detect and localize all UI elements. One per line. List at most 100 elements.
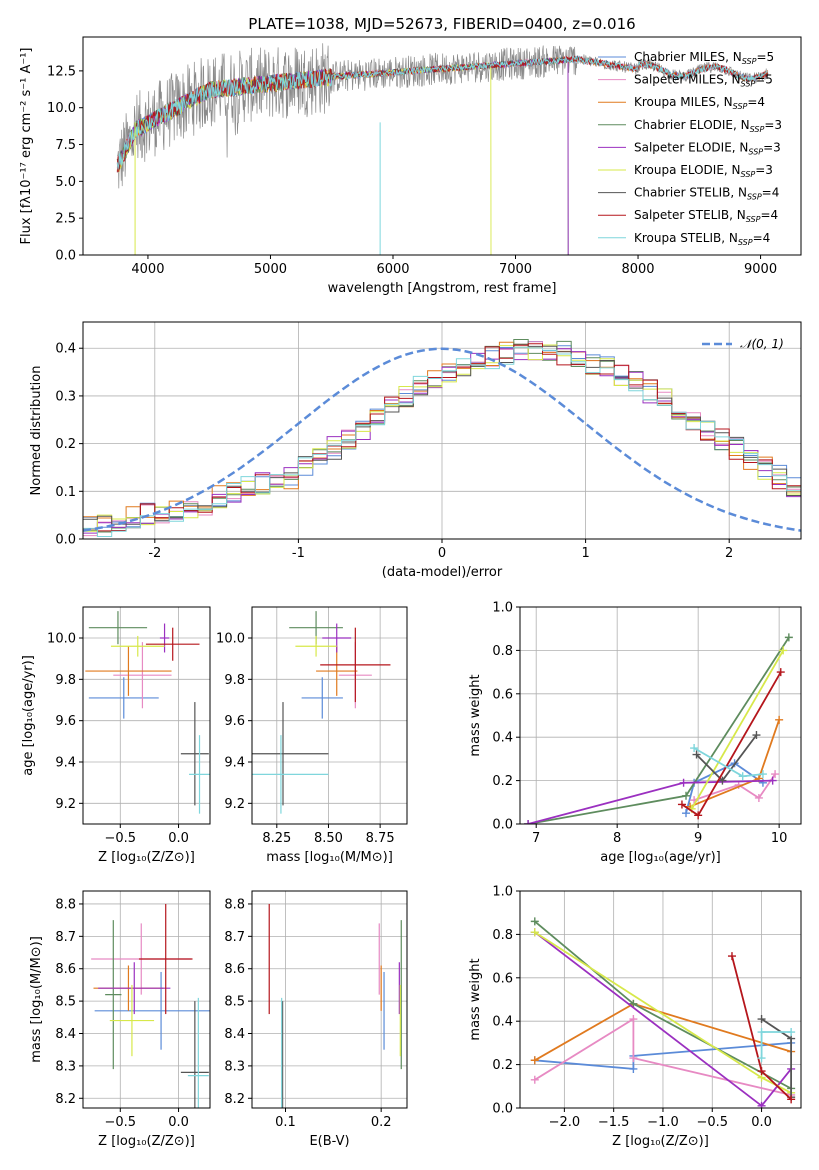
y-tick-label: 0.2 [55,437,76,452]
y-tick-label: 8.7 [224,930,245,945]
x-axis-label: Z [log₁₀(Z/Z⊙)] [98,1134,195,1149]
panel-weight_vs_Z: −2.0 −1.5 −1.0 −0.5 0.0 0.0 0.2 0.4 0.6 0.8 1.0 Z [… [468,885,802,1149]
legend-label: Salpeter STELIB, NSSP=4 [634,208,778,224]
y-tick-label: 8.3 [55,1059,76,1074]
observed-spectrum [117,43,769,189]
x-axis-label: Z [log₁₀(Z/Z⊙)] [98,850,195,865]
weight-marker [677,800,686,809]
legend-label: Kroupa ELODIE, NSSP=3 [634,163,773,179]
axes-frame [251,890,408,1109]
y-tick-label: 8.4 [224,1027,245,1042]
y-axis-label: age [log₁₀(age/yr)] [21,655,36,776]
histogram-step-2 [83,341,801,528]
y-tick-label: 8.5 [224,995,245,1010]
legend: Chabrier MILES, NSSP=5 Salpeter MILES, NS… [598,50,782,247]
weight-marker [779,646,788,655]
weight-marker [682,809,691,818]
y-tick-label: 8.3 [224,1059,245,1074]
axes-frame [519,890,802,1109]
panel-age_vs_mass: 8.25 8.50 8.75 9.2 9.4 9.6 9.8 10.0 mass [log₁₀(… [216,606,408,865]
y-tick-label: 9.2 [224,797,245,812]
y-tick-label: 8.4 [55,1027,76,1042]
x-tick-label: 10 [771,831,788,846]
weight-line-6 [695,734,758,782]
y-tick-label: 12.5 [47,64,76,79]
panel-residuals: -2 -1 0 1 2 0.0 0.1 0.2 0.3 0.4 (data-model)/error… [29,321,802,580]
y-tick-label: 0.1 [55,485,76,500]
plot-area [268,903,402,1108]
normal-reference-curve [83,347,801,532]
y-tick-label: 9.8 [55,673,76,688]
plot-area [116,43,769,255]
panel-spectrum: 4000 5000 6000 7000 8000 9000 0.0 2.5 5.0 7.5 10.0… [19,15,802,296]
legend-label: Chabrier ELODIE, NSSP=3 [634,118,782,134]
y-axis-label: Normed distribution [29,366,44,496]
weight-marker [692,750,701,759]
panel-weight_vs_age: 7 8 9 10 0.0 0.2 0.4 0.6 0.8 1.0 age [log₁₀(age/yr… [468,601,802,865]
weight-marker [757,1015,766,1024]
y-tick-label: 0.4 [492,731,513,746]
x-tick-label: 0.2 [371,1115,392,1130]
axes-frame [251,606,408,825]
axes-frame [82,890,211,1109]
y-tick-label: 0.0 [55,249,76,264]
x-tick-label: 4000 [131,262,164,277]
x-tick-label: −0.5 [104,1115,136,1130]
weight-marker [530,1075,539,1084]
plot-area [530,917,796,1108]
y-tick-label: 0.0 [492,1102,513,1117]
weight-line-5 [690,649,784,810]
x-tick-label: 1 [581,546,589,561]
x-tick-label: 5000 [254,262,287,277]
y-tick-label: 10.0 [47,632,76,647]
y-tick-label: 2.5 [55,212,76,227]
x-axis-label: Z [log₁₀(Z/Z⊙)] [612,1134,709,1149]
weight-marker [727,952,736,961]
plot-area [85,611,210,814]
plot-area [91,903,210,1108]
y-tick-label: 7.5 [55,138,76,153]
y-axis-label: mass weight [468,674,483,756]
plot-area [83,339,801,537]
weight-marker [775,715,784,724]
weight-marker [754,793,763,802]
weight-marker [757,1101,766,1108]
x-tick-label: 8000 [621,262,654,277]
panel-mass_vs_Z: −0.5 0.0 8.2 8.3 8.4 8.5 8.6 8.7 8.8 Z [log₁₀(Z/Z… [29,890,211,1149]
histogram-step-6 [83,343,801,525]
x-axis-label: wavelength [Angstrom, rest frame] [328,281,557,296]
x-axis-label: (data-model)/error [382,565,503,580]
weight-marker [718,776,727,785]
legend-label: Kroupa STELIB, NSSP=4 [634,231,770,247]
y-tick-label: 8.7 [55,930,76,945]
x-tick-label: 8.25 [262,831,291,846]
weight-marker [629,1054,638,1063]
model-series-7 [116,55,769,173]
y-tick-label: 0.2 [492,774,513,789]
histogram-step-8 [83,346,801,537]
y-tick-label: 0.0 [492,818,513,833]
y-tick-label: 9.2 [55,797,76,812]
weight-marker [679,778,688,787]
x-tick-label: 0 [438,546,446,561]
x-axis-label: age [log₁₀(age/yr)] [600,850,721,865]
weight-marker [768,776,777,785]
axes-frame [82,36,802,256]
weight-marker [752,731,761,740]
y-tick-label: 8.6 [224,962,245,977]
weight-marker [757,1028,766,1037]
x-tick-label: 0.0 [168,1115,189,1130]
y-tick-label: 8.2 [224,1092,245,1107]
legend-label: Chabrier MILES, NSSP=5 [634,50,774,66]
weight-marker [738,772,747,781]
x-tick-label: -2 [148,546,161,561]
model-series-8 [116,55,768,170]
weight-marker [787,1028,796,1037]
weight-marker [757,1067,766,1076]
weight-marker [771,770,780,779]
plot-area [524,633,793,824]
y-tick-label: 5.0 [55,175,76,190]
y-tick-label: 1.0 [492,885,513,900]
model-series-4 [116,57,569,255]
